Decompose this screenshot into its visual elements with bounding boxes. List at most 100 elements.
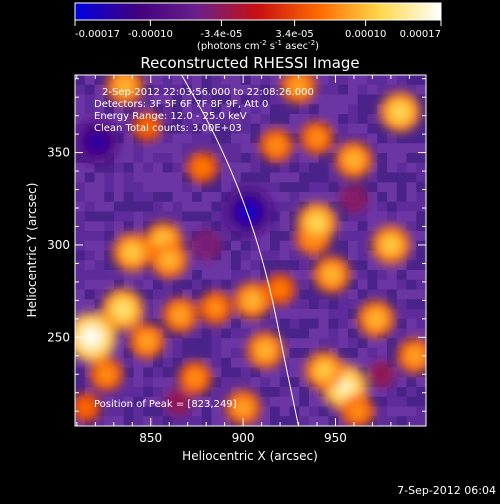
speckle-cell: [338, 114, 349, 124]
speckle-cell: [143, 153, 154, 163]
speckle-cell: [406, 318, 417, 329]
speckle-cell: [84, 270, 95, 280]
speckle-cell: [318, 406, 329, 417]
speckle-cell: [143, 143, 154, 154]
speckle-cell: [367, 84, 378, 95]
speckle-cell: [250, 114, 261, 124]
speckle-cell: [377, 221, 388, 232]
speckle-cell: [211, 123, 222, 134]
y-tick-label: 250: [47, 330, 70, 344]
speckle-cell: [338, 211, 349, 222]
speckle-cell: [143, 162, 154, 173]
speckle-cell: [84, 357, 95, 368]
speckle-cell: [396, 416, 407, 426]
speckle-cell: [192, 75, 202, 85]
speckle-cell: [279, 231, 290, 241]
chart-title: Reconstructed RHESSI Image: [140, 54, 359, 72]
speckle-cell: [114, 279, 124, 290]
speckle-cell: [114, 328, 124, 339]
speckle-cell: [153, 357, 163, 368]
speckle-cell: [338, 221, 349, 232]
speckle-cell: [211, 211, 222, 222]
speckle-cell: [211, 367, 222, 378]
speckle-cell: [299, 192, 310, 202]
speckle-cell: [416, 182, 426, 193]
speckle-cell: [221, 416, 232, 426]
colorbar-tick-label: 3.4e-05: [275, 29, 313, 40]
speckle-cell: [123, 182, 134, 193]
speckle-cell: [270, 240, 280, 251]
speckle-cell: [172, 143, 183, 154]
speckle-cell: [416, 328, 426, 339]
speckle-cell: [201, 211, 212, 222]
speckle-cell: [94, 201, 105, 212]
speckle-cell: [114, 387, 124, 397]
speckle-cell: [328, 416, 339, 426]
speckle-cell: [231, 367, 241, 378]
speckle-cell: [367, 260, 378, 271]
speckle-cell: [416, 153, 426, 163]
speckle-cell: [260, 309, 271, 319]
speckle-cell: [75, 221, 85, 232]
speckle-cell: [396, 211, 407, 222]
speckle-cell: [328, 299, 339, 310]
speckle-cell: [299, 260, 310, 271]
speckle-cell: [348, 221, 358, 232]
speckle-cell: [123, 357, 134, 368]
y-tick-label: 350: [47, 146, 70, 160]
speckle-cell: [182, 240, 193, 251]
emission-sources: [75, 75, 426, 426]
colorbar-ticks: -0.00017 -0.00010 -3.4e-05 3.4e-05 0.00010 0.…: [74, 20, 442, 40]
speckle-cell: [104, 260, 115, 271]
speckle-cell: [387, 182, 397, 193]
speckle-cell: [162, 348, 173, 358]
speckle-cell: [84, 387, 95, 397]
speckle-cell: [153, 162, 163, 173]
speckle-cell: [192, 104, 202, 115]
speckle-cell: [143, 75, 154, 85]
speckle-cell: [348, 75, 358, 85]
speckle-cell: [201, 123, 212, 134]
colorbar-tick-label: -0.00010: [128, 29, 173, 40]
speckle-cell: [279, 367, 290, 378]
speckle-cell: [153, 201, 163, 212]
speckle-cell: [377, 143, 388, 154]
speckle-cell: [338, 309, 349, 319]
x-tick-label: 950: [324, 431, 347, 445]
speckle-cell: [367, 182, 378, 193]
speckle-cell: [240, 338, 251, 349]
speckle-cell: [387, 211, 397, 222]
speckle-cell: [114, 338, 124, 349]
speckle-cell: [279, 221, 290, 232]
speckle-cell: [367, 143, 378, 154]
speckle-cell: [357, 289, 368, 300]
speckle-cell: [114, 231, 124, 241]
speckle-cell: [289, 357, 300, 368]
speckle-cell: [182, 250, 193, 261]
speckle-cell: [114, 201, 124, 212]
speckle-cell: [240, 182, 251, 193]
speckle-cell: [123, 114, 134, 124]
speckle-cell: [406, 221, 417, 232]
speckle-cell: [153, 143, 163, 154]
speckle-cell: [396, 289, 407, 300]
speckle-cell: [328, 289, 339, 300]
speckle-cell: [221, 250, 232, 261]
speckle-cell: [172, 201, 183, 212]
speckle-cell: [143, 104, 154, 115]
speckle-cell: [104, 279, 115, 290]
speckle-cell: [318, 396, 329, 407]
speckle-cell: [289, 153, 300, 163]
y-tick-label: 300: [47, 238, 70, 252]
speckle-cell: [231, 231, 241, 241]
speckle-cell: [406, 289, 417, 300]
speckle-cell: [192, 182, 202, 193]
speckle-cell: [84, 367, 95, 378]
speckle-cell: [260, 84, 271, 95]
speckle-cell: [201, 328, 212, 339]
speckle-cell: [123, 221, 134, 232]
speckle-cell: [367, 104, 378, 115]
speckle-cell: [309, 114, 319, 124]
speckle-cell: [270, 221, 280, 232]
